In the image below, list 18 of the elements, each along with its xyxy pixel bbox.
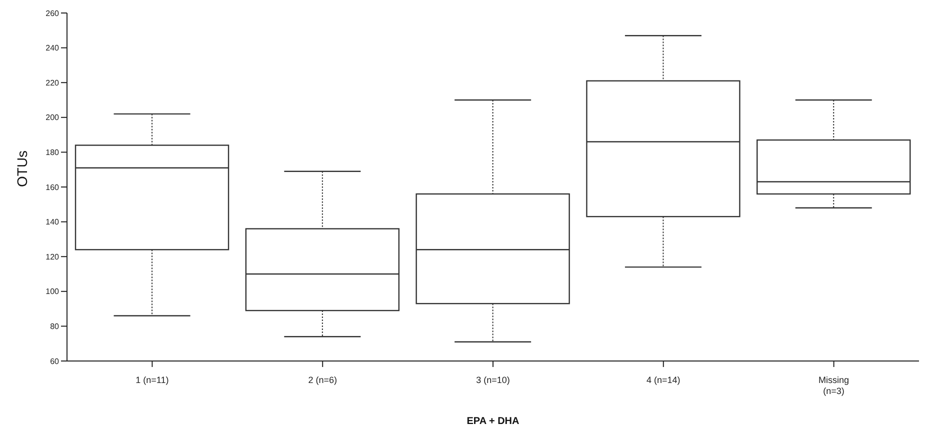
x-tick-label: Missing (n=3)	[818, 375, 850, 396]
x-tick-label: 4 (n=14)	[646, 375, 680, 385]
y-tick-label: 200	[46, 113, 60, 122]
y-tick-label: 180	[46, 148, 60, 158]
y-tick-label: 60	[50, 356, 60, 366]
x-tick-label: 1 (n=11)	[136, 375, 169, 385]
x-tick-label: 3 (n=10)	[476, 375, 510, 385]
y-tick-label: 220	[46, 78, 60, 88]
y-tick-label: 240	[46, 44, 60, 53]
x-axis-title: EPA + DHA	[466, 416, 520, 426]
y-tick-label: 160	[46, 182, 60, 192]
y-axis-title: OTUs	[14, 150, 30, 187]
y-tick-label: 260	[46, 8, 60, 18]
y-tick-label: 100	[46, 287, 60, 296]
y-tick-label: 140	[46, 218, 60, 227]
y-tick-label: 120	[46, 252, 60, 262]
x-tick-label: 2 (n=6)	[308, 375, 337, 385]
y-tick-label: 80	[50, 322, 60, 332]
